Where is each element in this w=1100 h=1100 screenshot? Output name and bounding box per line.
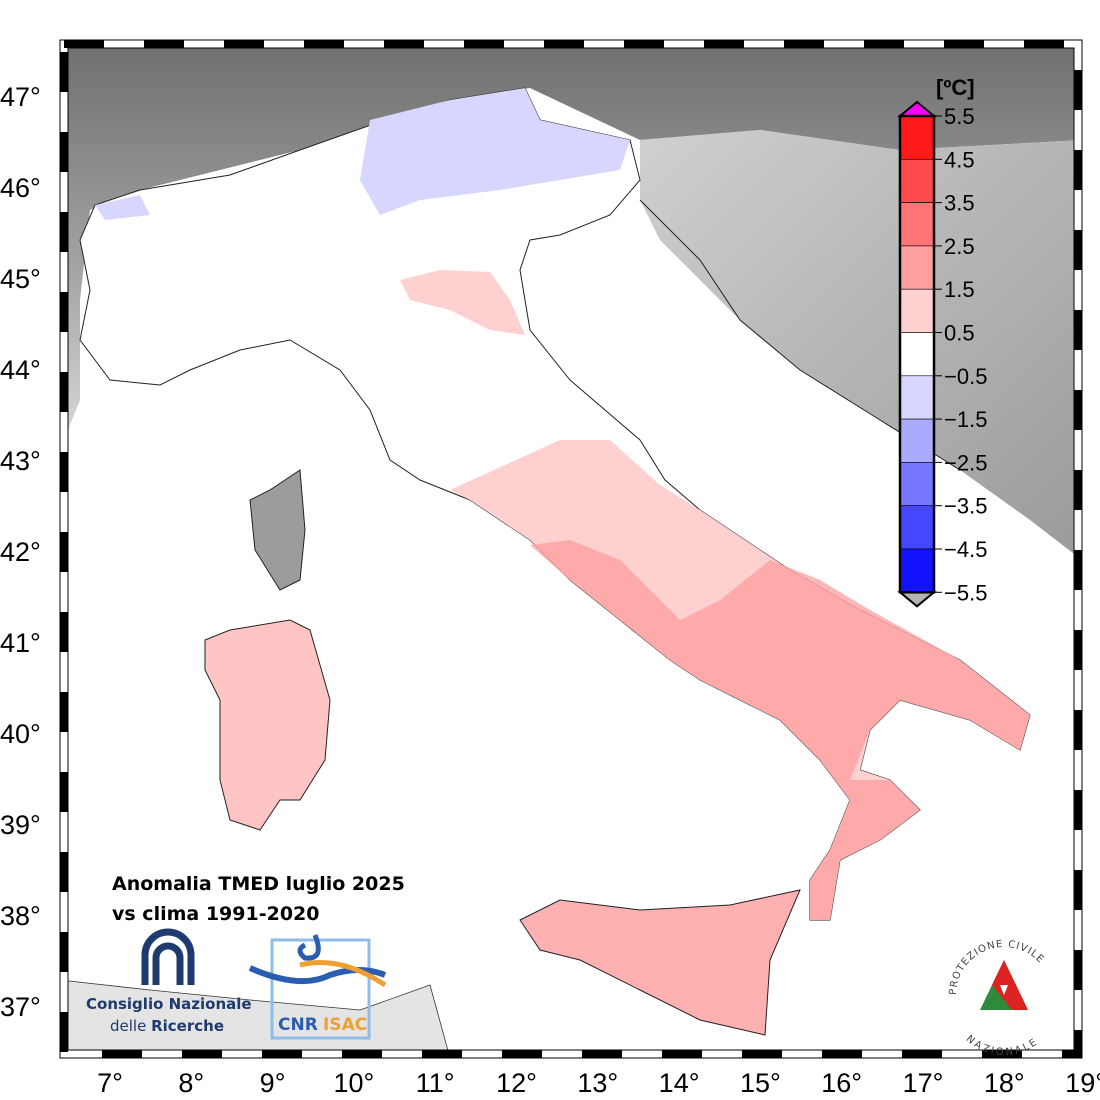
legend-tick-label: −3.5: [944, 494, 987, 519]
lon-label: 13°: [577, 1068, 618, 1098]
legend-swatch: [899, 548, 935, 593]
lon-label: 7°: [97, 1068, 123, 1098]
caption-line-1: Anomalia TMED luglio 2025: [112, 873, 405, 895]
south-strong-anomaly: [530, 540, 1030, 920]
lon-label: 8°: [178, 1068, 204, 1098]
lon-label: 11°: [416, 1068, 455, 1098]
lat-label: 40°: [0, 719, 41, 749]
legend-tick-label: 1.5: [944, 277, 975, 302]
cnr-name-line-2: delle Ricerche: [110, 1017, 224, 1035]
lon-label: 17°: [903, 1068, 944, 1098]
po-valley-warm-anomaly: [400, 270, 525, 335]
lon-label: 19°: [1065, 1068, 1100, 1098]
lat-label: 47°: [0, 82, 41, 112]
legend-unit: [ºC]: [936, 75, 975, 100]
lon-label: 9°: [260, 1068, 286, 1098]
lon-label: 12°: [496, 1068, 537, 1098]
lat-label: 42°: [0, 537, 41, 567]
legend-tick-label: −1.5: [944, 407, 987, 432]
legend-swatch: [899, 159, 935, 203]
legend-swatch: [899, 462, 935, 506]
corsica: [249, 469, 306, 591]
legend-tick-label: 5.5: [944, 104, 975, 129]
alpine-cold-anomaly: [360, 88, 630, 215]
cnr-name-line-1: Consiglio Nazionale: [86, 995, 252, 1013]
cnr-logo-mark: [141, 928, 195, 985]
legend-tick-label: 0.5: [944, 321, 975, 346]
isac-logo: CNR ISAC: [248, 934, 387, 1040]
lon-label: 15°: [740, 1068, 781, 1098]
north-africa-terrain: [68, 980, 449, 1050]
caption-line-2: vs clima 1991-2020: [112, 903, 319, 925]
legend-tick-label: −4.5: [944, 537, 987, 562]
legend-swatch: [899, 202, 935, 247]
cnr-logo: Consiglio Nazionale delle Ricerche: [86, 928, 252, 1035]
legend-swatch: [899, 375, 935, 420]
lon-label: 16°: [821, 1068, 862, 1098]
legend-swatch: [899, 418, 935, 463]
balkans-terrain: [640, 130, 1074, 554]
sardinia: [204, 619, 331, 831]
legend-swatch: [899, 115, 935, 160]
lon-label: 18°: [984, 1068, 1025, 1098]
lat-label: 39°: [0, 810, 41, 840]
isac-text: ISAC: [323, 1015, 367, 1035]
west-alps-cold-anomaly: [95, 195, 150, 220]
lat-label: 38°: [0, 901, 41, 931]
lon-label: 10°: [333, 1068, 374, 1098]
croatia-coast: [639, 199, 961, 471]
isac-cnr-text: CNR: [278, 1015, 318, 1035]
lon-label: 14°: [659, 1068, 700, 1098]
lat-label: 43°: [0, 446, 41, 476]
lat-label: 41°: [0, 628, 41, 658]
map-frame: [60, 40, 1082, 1058]
lat-label: 44°: [0, 355, 41, 385]
lat-label: 37°: [0, 992, 41, 1022]
sicily: [519, 889, 801, 1036]
legend-tick-label: −0.5: [944, 364, 987, 389]
legend-tick-label: −2.5: [944, 450, 987, 475]
legend-tick-label: −5.5: [944, 580, 987, 605]
legend-swatch: [899, 332, 935, 377]
legend-swatch: [899, 505, 935, 550]
lat-label: 46°: [0, 173, 41, 203]
lat-label: 45°: [0, 264, 41, 294]
legend-swatch: [899, 245, 935, 290]
legend-tick-label: 2.5: [944, 234, 975, 259]
legend-tick-label: 4.5: [944, 147, 975, 172]
legend-swatch: [899, 288, 935, 333]
legend-tick-label: 3.5: [944, 191, 975, 216]
